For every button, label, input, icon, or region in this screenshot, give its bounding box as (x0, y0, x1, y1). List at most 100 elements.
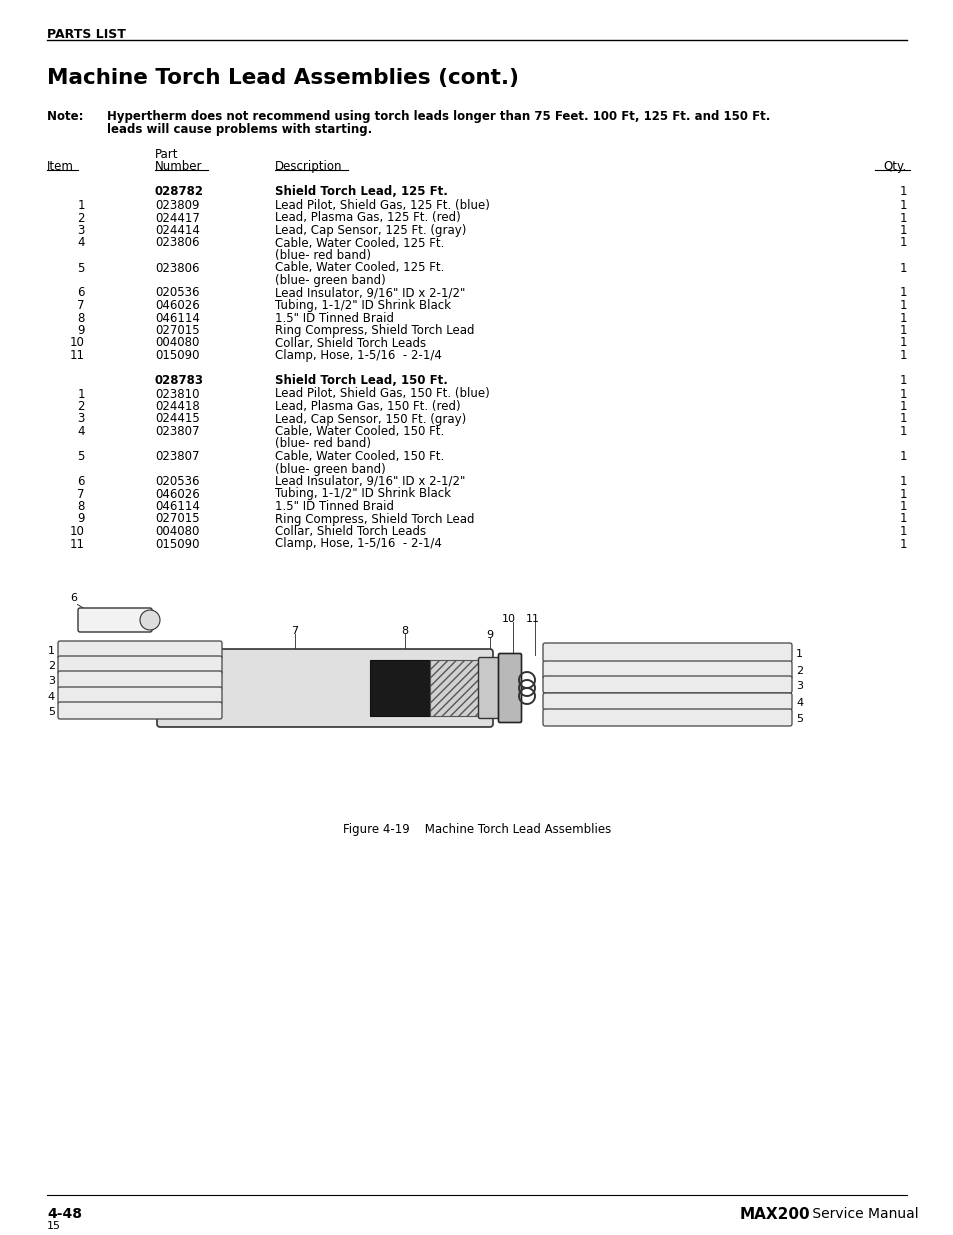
Text: 1: 1 (77, 199, 85, 212)
Text: 7: 7 (77, 488, 85, 500)
Text: 1: 1 (899, 299, 906, 312)
Text: 1: 1 (899, 412, 906, 426)
Text: Cable, Water Cooled, 150 Ft.: Cable, Water Cooled, 150 Ft. (274, 450, 444, 463)
Text: Tubing, 1-1/2" ID Shrink Black: Tubing, 1-1/2" ID Shrink Black (274, 299, 451, 312)
Text: Lead, Cap Sensor, 125 Ft. (gray): Lead, Cap Sensor, 125 Ft. (gray) (274, 224, 466, 237)
Text: 9: 9 (77, 324, 85, 337)
Text: 1: 1 (899, 262, 906, 274)
Text: Lead Pilot, Shield Gas, 150 Ft. (blue): Lead Pilot, Shield Gas, 150 Ft. (blue) (274, 388, 489, 400)
Text: 1: 1 (899, 336, 906, 350)
Text: 027015: 027015 (154, 513, 199, 526)
Text: Ring Compress, Shield Torch Lead: Ring Compress, Shield Torch Lead (274, 513, 474, 526)
Text: 1: 1 (899, 324, 906, 337)
Text: 4: 4 (795, 698, 802, 708)
Text: 8: 8 (401, 626, 408, 636)
Text: 1: 1 (899, 199, 906, 212)
Text: 024415: 024415 (154, 412, 199, 426)
Text: Cable, Water Cooled, 125 Ft.: Cable, Water Cooled, 125 Ft. (274, 236, 444, 249)
Text: 1: 1 (899, 224, 906, 237)
Text: 046026: 046026 (154, 299, 199, 312)
Text: 4: 4 (77, 236, 85, 249)
Text: PARTS LIST: PARTS LIST (47, 28, 126, 41)
Text: MAX200: MAX200 (740, 1207, 810, 1221)
Text: 1: 1 (899, 311, 906, 325)
Text: 046114: 046114 (154, 500, 200, 513)
Text: Note:: Note: (47, 110, 95, 124)
Text: 10: 10 (71, 525, 85, 538)
Text: 046114: 046114 (154, 311, 200, 325)
FancyBboxPatch shape (542, 709, 791, 726)
Text: 023810: 023810 (154, 388, 199, 400)
Text: Cable, Water Cooled, 150 Ft.: Cable, Water Cooled, 150 Ft. (274, 425, 444, 438)
Text: Machine Torch Lead Assemblies (cont.): Machine Torch Lead Assemblies (cont.) (47, 68, 518, 88)
Circle shape (140, 610, 160, 630)
Text: Lead, Plasma Gas, 125 Ft. (red): Lead, Plasma Gas, 125 Ft. (red) (274, 211, 460, 225)
Text: 2: 2 (48, 661, 55, 671)
Text: Tubing, 1-1/2" ID Shrink Black: Tubing, 1-1/2" ID Shrink Black (274, 488, 451, 500)
Text: 5: 5 (77, 450, 85, 463)
Text: 2: 2 (795, 666, 802, 676)
Text: 023806: 023806 (154, 262, 199, 274)
Text: Figure 4-19    Machine Torch Lead Assemblies: Figure 4-19 Machine Torch Lead Assemblie… (342, 823, 611, 836)
Text: 1: 1 (899, 450, 906, 463)
FancyBboxPatch shape (542, 643, 791, 662)
Text: leads will cause problems with starting.: leads will cause problems with starting. (107, 124, 372, 136)
Text: 1: 1 (899, 185, 906, 198)
Text: 11: 11 (70, 537, 85, 551)
Text: 10: 10 (71, 336, 85, 350)
Text: 023806: 023806 (154, 236, 199, 249)
Text: 1: 1 (48, 646, 55, 656)
Text: Qty.: Qty. (882, 161, 906, 173)
Text: 1: 1 (77, 388, 85, 400)
FancyBboxPatch shape (58, 656, 222, 674)
FancyBboxPatch shape (542, 693, 791, 710)
Text: 004080: 004080 (154, 336, 199, 350)
Text: 11: 11 (70, 350, 85, 362)
Text: 023807: 023807 (154, 425, 199, 438)
FancyBboxPatch shape (498, 653, 521, 722)
Text: 7: 7 (77, 299, 85, 312)
Text: Lead, Cap Sensor, 150 Ft. (gray): Lead, Cap Sensor, 150 Ft. (gray) (274, 412, 466, 426)
Text: 1: 1 (899, 500, 906, 513)
Text: (blue- green band): (blue- green band) (274, 462, 385, 475)
Text: Collar, Shield Torch Leads: Collar, Shield Torch Leads (274, 336, 426, 350)
FancyBboxPatch shape (58, 641, 222, 659)
Text: Ring Compress, Shield Torch Lead: Ring Compress, Shield Torch Lead (274, 324, 474, 337)
Text: 1: 1 (899, 425, 906, 438)
Text: 015090: 015090 (154, 537, 199, 551)
Text: 5: 5 (77, 262, 85, 274)
Text: Clamp, Hose, 1-5/16  - 2-1/4: Clamp, Hose, 1-5/16 - 2-1/4 (274, 537, 441, 551)
Text: 1: 1 (899, 350, 906, 362)
Text: 8: 8 (77, 311, 85, 325)
Text: 023809: 023809 (154, 199, 199, 212)
FancyBboxPatch shape (157, 650, 493, 727)
Bar (430, 659, 479, 716)
Text: 028783: 028783 (154, 373, 204, 387)
Text: 1: 1 (795, 650, 802, 659)
Text: Lead, Plasma Gas, 150 Ft. (red): Lead, Plasma Gas, 150 Ft. (red) (274, 400, 460, 412)
Text: 15: 15 (47, 1221, 61, 1231)
Text: 9: 9 (486, 630, 493, 640)
Text: 027015: 027015 (154, 324, 199, 337)
Text: 1: 1 (899, 475, 906, 488)
FancyBboxPatch shape (542, 676, 791, 693)
Text: 6: 6 (70, 593, 77, 603)
FancyBboxPatch shape (542, 661, 791, 679)
Text: Number: Number (154, 161, 202, 173)
Text: 020536: 020536 (154, 475, 199, 488)
Text: 1: 1 (899, 287, 906, 300)
Text: 028782: 028782 (154, 185, 204, 198)
FancyBboxPatch shape (58, 687, 222, 704)
Text: 1: 1 (899, 537, 906, 551)
Text: 4-48: 4-48 (47, 1207, 82, 1221)
Text: Clamp, Hose, 1-5/16  - 2-1/4: Clamp, Hose, 1-5/16 - 2-1/4 (274, 350, 441, 362)
Text: 2: 2 (77, 400, 85, 412)
Text: 1: 1 (899, 525, 906, 538)
Text: 015090: 015090 (154, 350, 199, 362)
Text: 3: 3 (77, 224, 85, 237)
Text: 5: 5 (795, 714, 802, 724)
Text: 10: 10 (501, 614, 516, 624)
Text: Part: Part (154, 148, 178, 161)
Bar (370, 659, 430, 716)
Text: Item: Item (47, 161, 73, 173)
